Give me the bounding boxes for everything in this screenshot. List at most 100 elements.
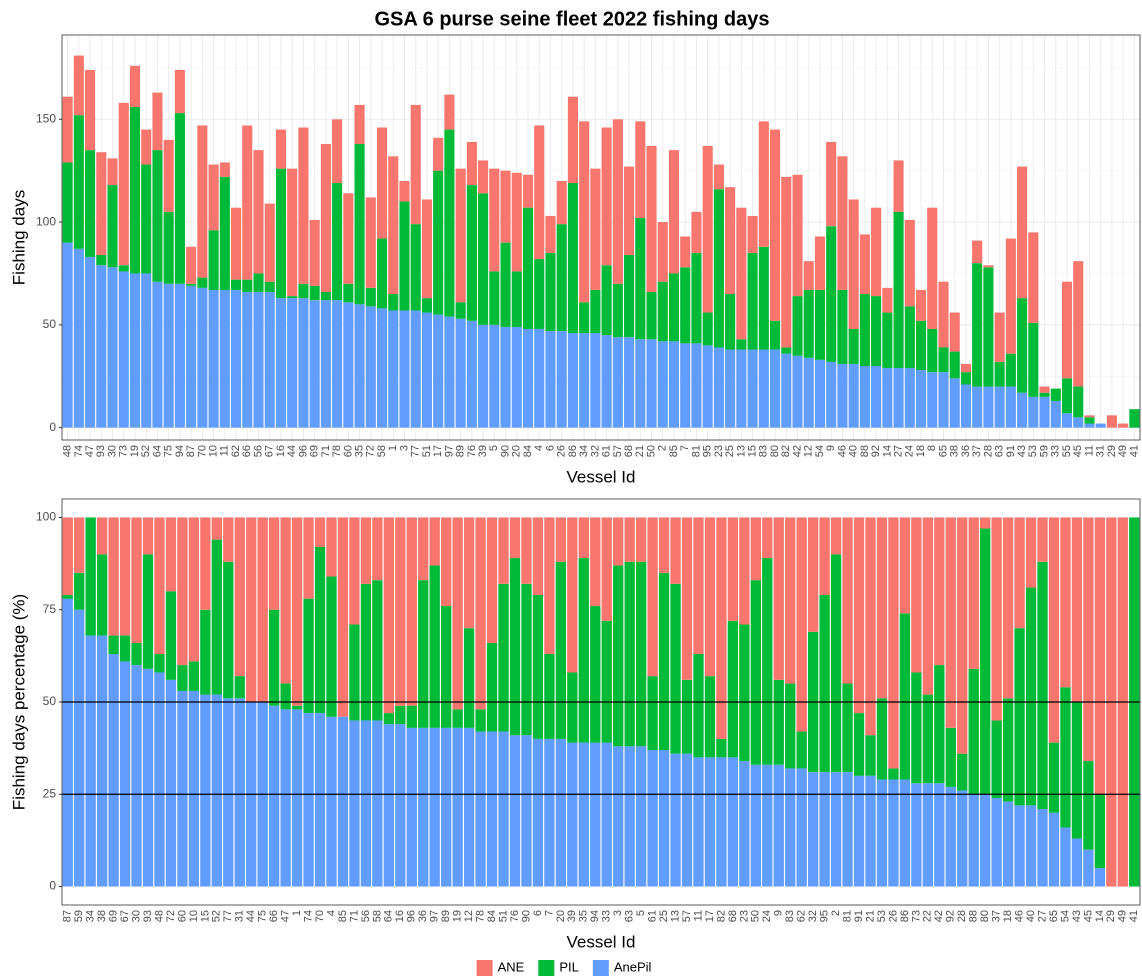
x-tick-label: 72	[365, 445, 377, 457]
bar-segment	[326, 716, 337, 887]
bar-segment	[612, 119, 623, 284]
bar-segment	[141, 164, 152, 274]
x-tick-label: 20	[555, 910, 567, 922]
bar-segment	[927, 372, 938, 428]
bar-segment	[1094, 517, 1106, 795]
bar-segment	[980, 528, 991, 795]
bar-segment	[555, 517, 567, 562]
bar-segment	[769, 320, 781, 350]
bar-segment	[498, 583, 509, 732]
bar-segment	[991, 720, 1002, 798]
bar-segment	[837, 289, 848, 364]
bar-segment	[785, 517, 796, 684]
bar-segment	[96, 517, 108, 555]
bar-segment	[922, 694, 934, 784]
bar-segment	[949, 351, 960, 379]
bar-segment	[186, 285, 197, 428]
bar-segment	[713, 189, 724, 348]
bar-segment	[441, 517, 452, 607]
bar-segment	[522, 174, 534, 208]
bar-segment	[441, 727, 452, 887]
bar-segment	[129, 65, 141, 107]
bar-segment	[197, 287, 208, 428]
bar-segment	[142, 554, 154, 669]
y-tick-label: 50	[43, 694, 57, 708]
bar-segment	[74, 609, 85, 887]
x-tick-label: 62	[796, 910, 808, 922]
x-tick-label: 71	[320, 445, 332, 457]
bar-segment	[74, 517, 85, 573]
bar-segment	[911, 672, 922, 784]
x-tick-label: 23	[738, 910, 750, 922]
bar-segment	[522, 328, 534, 428]
bar-segment	[1083, 849, 1094, 887]
x-tick-label: 10	[188, 910, 200, 922]
bar-segment	[590, 289, 601, 334]
legend-label: PIL	[559, 959, 579, 974]
bar-segment	[119, 661, 131, 887]
bar-segment	[197, 277, 208, 288]
bar-segment	[922, 517, 934, 695]
x-tick-label: 26	[887, 910, 899, 922]
x-tick-label: 21	[864, 910, 876, 922]
bar-segment	[211, 694, 222, 887]
x-tick-label: 56	[360, 910, 372, 922]
bar-segment	[957, 517, 968, 754]
bar-segment	[257, 517, 268, 702]
bar-segment	[1094, 794, 1106, 869]
x-tick-label: 39	[477, 445, 489, 457]
bar-segment	[475, 709, 486, 732]
bar-segment	[725, 349, 736, 428]
x-tick-label: 40	[1025, 910, 1037, 922]
bar-segment	[781, 353, 792, 428]
bar-segment	[814, 359, 826, 428]
bar-segment	[1060, 687, 1071, 828]
bar-segment	[337, 517, 349, 717]
bar-segment	[647, 676, 658, 750]
bar-segment	[253, 273, 264, 292]
x-tick-label: 33	[1050, 445, 1062, 457]
y-tick-label: 75	[43, 602, 57, 616]
x-tick-label: 47	[84, 445, 96, 457]
bar-segment	[567, 672, 578, 743]
bar-segment	[957, 790, 968, 887]
bar-segment	[383, 713, 395, 725]
bar-segment	[601, 265, 612, 336]
bar-segment	[343, 302, 354, 428]
bar-segment	[871, 365, 882, 428]
bar-segment	[736, 207, 747, 340]
bar-segment	[769, 349, 781, 428]
bar-segment	[716, 517, 727, 739]
bar-segment	[773, 679, 784, 765]
bar-segment	[819, 517, 830, 595]
x-tick-label: 82	[780, 445, 792, 457]
x-tick-label: 81	[690, 445, 702, 457]
bar-segment	[429, 727, 440, 887]
bar-segment	[188, 690, 200, 887]
bar-segment	[704, 517, 716, 677]
x-tick-label: 11	[1083, 445, 1095, 456]
bar-segment	[1061, 378, 1073, 414]
x-tick-label: 15	[747, 445, 759, 457]
bar-segment	[876, 779, 888, 887]
bar-segment	[211, 517, 222, 540]
x-tick-label: 36	[960, 445, 972, 457]
bar-segment	[177, 690, 188, 887]
bar-segment	[882, 368, 893, 428]
bar-segment	[1002, 801, 1014, 887]
bar-segment	[762, 558, 773, 765]
bar-segment	[107, 185, 118, 268]
bar-segment	[750, 764, 761, 887]
y-tick-label: 100	[36, 214, 56, 228]
bar-segment	[62, 242, 73, 428]
bar-segment	[830, 517, 842, 555]
bar-segment	[219, 289, 230, 428]
x-tick-label: 89	[455, 445, 467, 457]
bar-segment	[152, 281, 163, 428]
bar-segment	[534, 259, 545, 329]
bar-segment	[888, 517, 899, 769]
bar-segment	[1017, 392, 1028, 428]
bar-segment	[429, 565, 440, 728]
bar-segment	[758, 349, 769, 428]
x-tick-label: 28	[982, 445, 994, 457]
